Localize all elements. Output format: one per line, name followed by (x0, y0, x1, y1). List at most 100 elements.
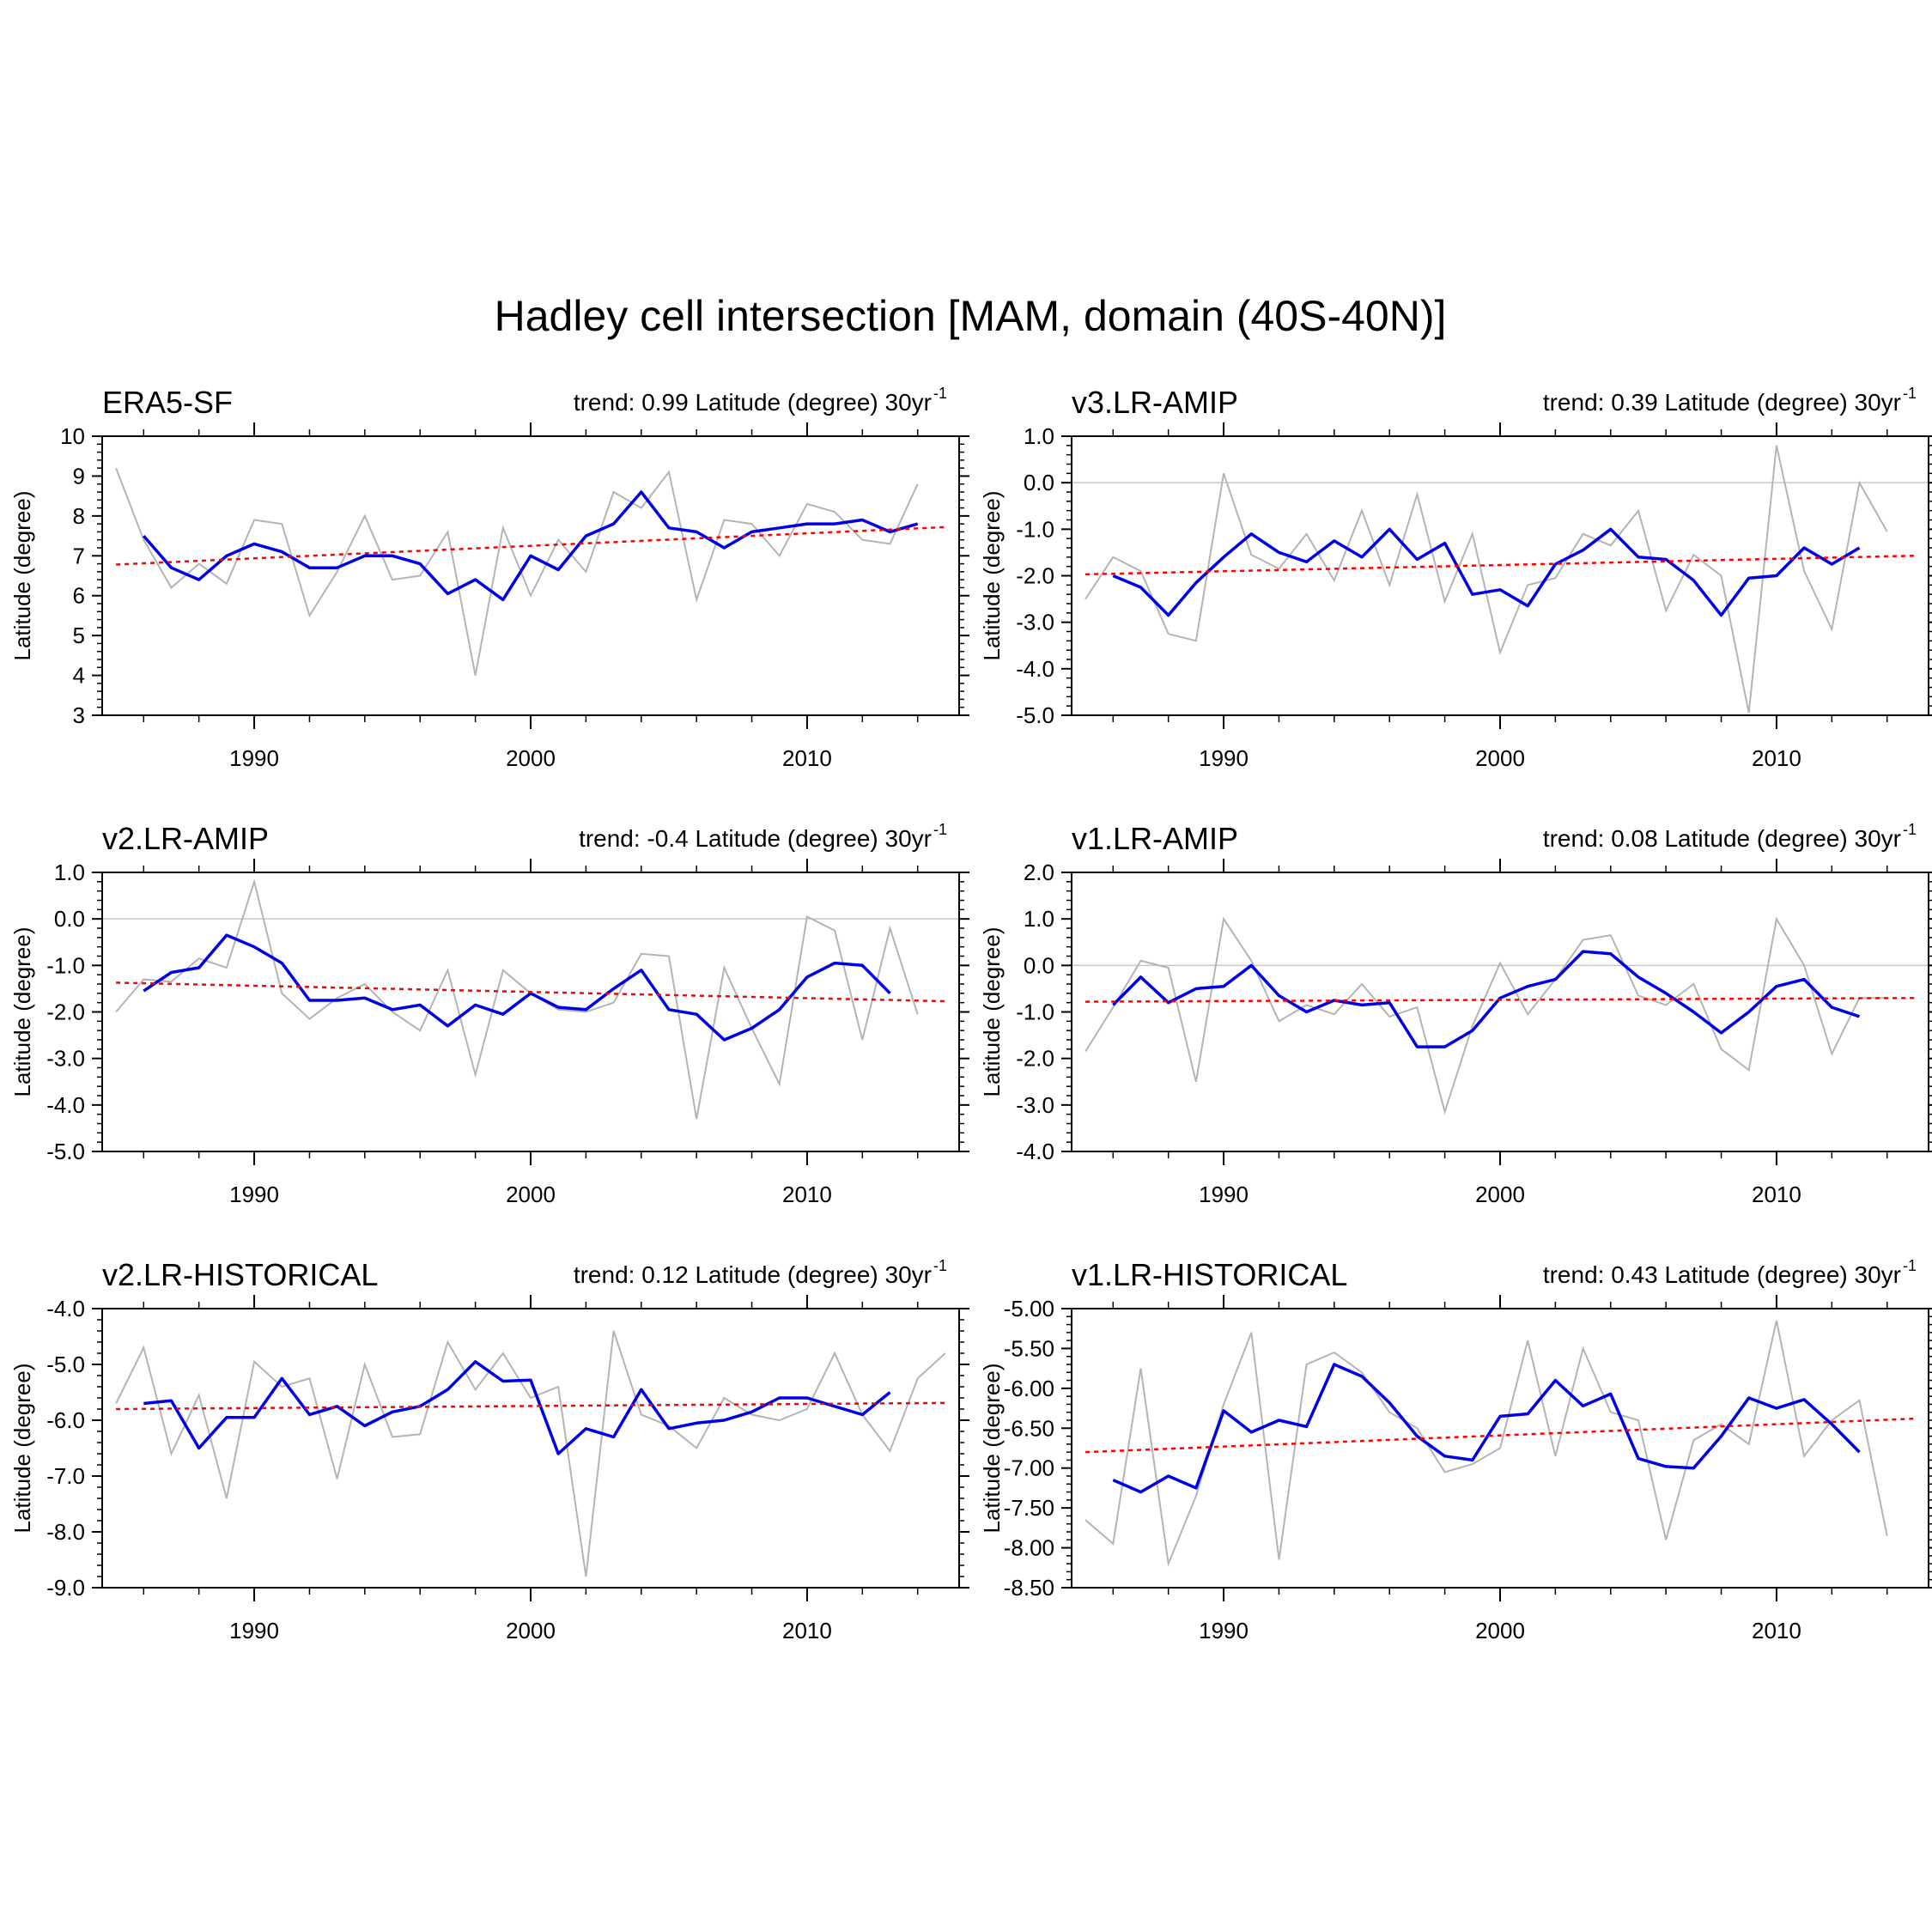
x-tick-label: 1990 (229, 1618, 279, 1643)
panel-v2-lr-historical: v2.LR-HISTORICAL trend: 0.12 Latitude (de… (9, 1257, 969, 1643)
y-tick-label: 9 (73, 463, 85, 489)
smoothed-series-line (142, 490, 919, 602)
y-tick-label: -3.0 (1016, 1092, 1054, 1118)
panel-title: v1.LR-HISTORICAL (1072, 1257, 1347, 1292)
y-tick-label: -5.0 (46, 1352, 85, 1377)
y-tick-label: 5 (73, 623, 85, 648)
y-axis-label: Latitude (degree) (979, 1363, 1005, 1533)
y-tick-label: -8.00 (1004, 1535, 1054, 1561)
trend-exponent: -1 (933, 821, 947, 838)
trend-label: trend: 0.12 Latitude (degree) 30yr (574, 1261, 932, 1288)
x-tick-label: 1990 (1199, 1182, 1249, 1207)
x-tick-label: 2010 (1752, 745, 1801, 771)
x-tick-label: 2000 (1475, 745, 1525, 771)
y-axis-label: Latitude (degree) (9, 1363, 35, 1533)
y-tick-label: -2.0 (46, 999, 85, 1025)
smoothed-series-line (1112, 527, 1861, 617)
y-tick-label: -6.0 (46, 1407, 85, 1433)
y-tick-label: 6 (73, 583, 85, 609)
y-tick-label: -3.0 (1016, 610, 1054, 635)
trend-label: trend: 0.43 Latitude (degree) 30yr (1543, 1261, 1901, 1288)
panel-title: v2.LR-HISTORICAL (102, 1257, 378, 1292)
x-tick-label: 2010 (782, 745, 832, 771)
y-tick-label: -6.50 (1004, 1415, 1054, 1441)
y-tick-label: 10 (60, 423, 85, 449)
panel-era5-sf: ERA5-SF trend: 0.99 Latitude (degree) 30y… (9, 385, 969, 771)
y-tick-label: 1.0 (54, 860, 85, 885)
smoothed-series-line (1112, 950, 1861, 1048)
x-tick-label: 2010 (1752, 1618, 1801, 1643)
y-tick-label: -1.0 (46, 952, 85, 978)
trend-line (116, 526, 945, 566)
y-tick-label: -7.50 (1004, 1495, 1054, 1521)
raw-series-line (115, 467, 919, 676)
panel-v2-lr-amip: v2.LR-AMIP trend: -0.4 Latitude (degree) … (9, 821, 969, 1207)
trend-label: trend: 0.99 Latitude (degree) 30yr (574, 389, 932, 416)
trend-label: trend: 0.08 Latitude (degree) 30yr (1543, 825, 1901, 852)
trend-line (1085, 997, 1915, 1003)
x-tick-label: 2010 (1752, 1182, 1801, 1207)
trend-label: trend: -0.4 Latitude (degree) 30yr (579, 825, 932, 852)
y-axis-label: Latitude (degree) (9, 490, 35, 660)
figure-title: Hadley cell intersection [MAM, domain (4… (495, 292, 1447, 340)
y-tick-label: -5.50 (1004, 1335, 1054, 1361)
y-tick-label: -8.50 (1004, 1575, 1054, 1601)
trend-label: trend: 0.39 Latitude (degree) 30yr (1543, 389, 1901, 416)
panel-title: v3.LR-AMIP (1072, 385, 1238, 420)
y-tick-label: -4.0 (46, 1092, 85, 1118)
y-tick-label: 0.0 (1024, 470, 1054, 495)
trend-line (116, 981, 945, 1003)
trend-exponent: -1 (933, 1257, 947, 1274)
y-tick-label: 1.0 (1024, 906, 1054, 932)
panel-title: v1.LR-AMIP (1072, 821, 1238, 856)
trend-line (116, 1401, 945, 1411)
x-tick-label: 2010 (782, 1182, 832, 1207)
x-tick-label: 2000 (506, 1618, 556, 1643)
y-tick-label: 2.0 (1024, 860, 1054, 885)
x-tick-label: 1990 (229, 1182, 279, 1207)
trend-exponent: -1 (1903, 821, 1917, 838)
trend-line (1085, 554, 1915, 576)
panel-title: v2.LR-AMIP (102, 821, 269, 856)
trend-line (1085, 1417, 1915, 1454)
y-tick-label: 3 (73, 702, 85, 728)
y-tick-label: 1.0 (1024, 423, 1054, 449)
y-tick-label: -1.0 (1016, 516, 1054, 542)
panel-v1-lr-historical: v1.LR-HISTORICAL trend: 0.43 Latitude (de… (979, 1257, 1932, 1643)
panel-title: ERA5-SF (102, 385, 233, 420)
trend-exponent: -1 (1903, 385, 1917, 402)
y-tick-label: 4 (73, 663, 85, 689)
x-tick-label: 2000 (506, 1182, 556, 1207)
y-tick-label: 8 (73, 503, 85, 529)
x-tick-label: 2000 (1475, 1182, 1525, 1207)
y-tick-label: -2.0 (1016, 563, 1054, 589)
y-axis-label: Latitude (degree) (979, 927, 1005, 1097)
raw-series-line (115, 1330, 946, 1577)
y-tick-label: -7.00 (1004, 1455, 1054, 1481)
trend-exponent: -1 (1903, 1257, 1917, 1274)
x-tick-label: 2000 (506, 745, 556, 771)
y-tick-label: -4.0 (1016, 1139, 1054, 1164)
y-tick-label: -6.00 (1004, 1376, 1054, 1401)
x-tick-label: 1990 (1199, 745, 1249, 771)
raw-series-line (1084, 916, 1887, 1115)
y-tick-label: 7 (73, 543, 85, 568)
panel-v1-lr-amip: v1.LR-AMIP trend: 0.08 Latitude (degree) … (979, 821, 1932, 1207)
y-tick-label: -9.0 (46, 1575, 85, 1601)
smoothed-series-line (1112, 1363, 1861, 1494)
y-tick-label: -4.0 (1016, 656, 1054, 682)
x-tick-label: 1990 (1199, 1618, 1249, 1643)
y-tick-label: -1.0 (1016, 999, 1054, 1025)
raw-series-line (115, 878, 919, 1120)
y-tick-label: -2.0 (1016, 1046, 1054, 1072)
panel-v3-lr-amip: v3.LR-AMIP trend: 0.39 Latitude (degree) … (979, 385, 1932, 771)
y-tick-label: -4.0 (46, 1296, 85, 1321)
y-tick-label: -5.0 (1016, 702, 1054, 728)
y-tick-label: -5.0 (46, 1139, 85, 1164)
y-tick-label: 0.0 (1024, 952, 1054, 978)
trend-exponent: -1 (933, 385, 947, 402)
x-tick-label: 2010 (782, 1618, 832, 1643)
y-tick-label: -7.0 (46, 1463, 85, 1489)
y-tick-label: -3.0 (46, 1046, 85, 1072)
